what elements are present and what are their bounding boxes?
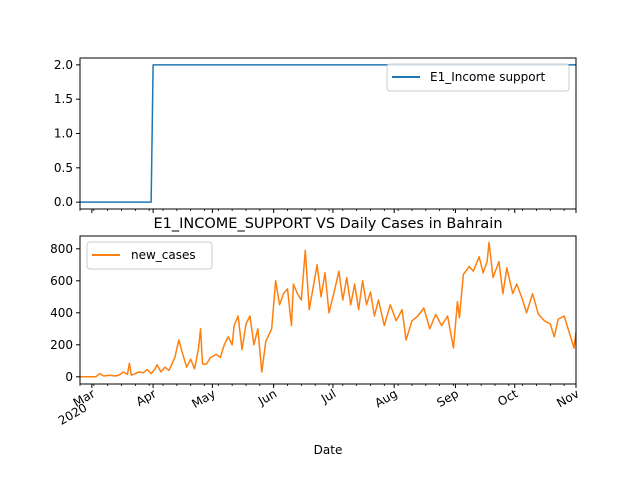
bottom-y-axis: 0 200 400 600 800: [50, 242, 80, 384]
bottom-y-tick-label: 800: [50, 242, 73, 256]
top-legend: E1_Income support: [386, 63, 570, 92]
chart-title: E1_INCOME_SUPPORT VS Daily Cases in Bahr…: [153, 216, 502, 232]
bottom-x-tick-label: Oct: [495, 386, 520, 409]
bottom-x-tick-label: Sep: [434, 386, 461, 409]
bottom-legend: new_cases: [86, 241, 213, 270]
top-x-axis: [79, 209, 577, 213]
bottom-x-tick-sublabel: 2020: [56, 400, 89, 427]
bottom-x-tick-label: Nov: [554, 386, 581, 410]
bottom-series-layer: [80, 241, 577, 378]
top-legend-box: [386, 63, 570, 92]
top-y-tick-label: 1.5: [54, 92, 73, 106]
bottom-y-tick-label: 200: [50, 338, 73, 352]
top-y-tick-label: 1.0: [54, 127, 73, 141]
top-y-tick-label: 0.5: [54, 161, 73, 175]
top-subplot: 0.0 0.5 1.0 1.5 2.0 E1_Income support: [54, 57, 577, 213]
top-y-axis: 0.0 0.5 1.0 1.5 2.0: [54, 58, 80, 209]
bottom-x-tick-label: May: [189, 386, 217, 411]
bottom-series-line-0: [80, 241, 577, 378]
bottom-y-tick-label: 600: [50, 274, 73, 288]
bottom-x-tick-label: Jul: [318, 386, 338, 406]
top-series-line-0: [80, 64, 576, 203]
bottom-legend-label: new_cases: [131, 248, 196, 262]
x-axis-label: Date: [314, 443, 343, 457]
top-series-layer: [80, 64, 576, 203]
bottom-legend-box: [86, 241, 213, 270]
bottom-y-tick-label: 400: [50, 306, 73, 320]
top-y-tick-label: 0.0: [54, 195, 73, 209]
top-axes-frame: [79, 57, 577, 210]
bottom-x-tick-label: Aug: [372, 386, 399, 410]
top-legend-label: E1_Income support: [430, 70, 546, 84]
bottom-x-tick-label: Apr: [134, 386, 159, 409]
bottom-subplot: E1_INCOME_SUPPORT VS Daily Cases in Bahr…: [50, 216, 581, 457]
bottom-y-tick-label: 0: [65, 370, 73, 384]
bottom-axes-frame: [79, 235, 577, 385]
bottom-x-tick-label: Jun: [255, 386, 279, 408]
top-y-tick-label: 2.0: [54, 58, 73, 72]
